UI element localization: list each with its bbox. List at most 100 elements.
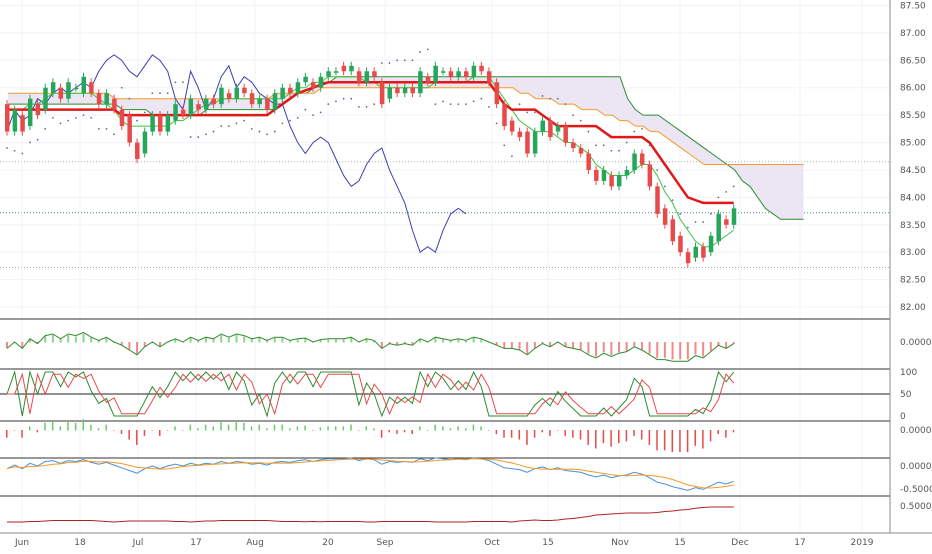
momentum-bar <box>633 430 635 436</box>
y-tick-label: 84.50 <box>900 166 926 176</box>
histogram-bar <box>388 342 391 344</box>
x-tick-label: Sep <box>377 538 394 548</box>
x-tick-label: Jul <box>132 538 144 548</box>
sar-dot <box>732 185 735 188</box>
candle-body <box>693 246 698 258</box>
momentum-bar <box>411 430 413 435</box>
momentum-bar <box>235 421 237 431</box>
sar-dot <box>465 103 467 106</box>
panel-y-tick-label: 0.5000 <box>900 502 932 512</box>
sar-dot <box>572 114 574 117</box>
histogram-bar <box>549 342 552 347</box>
sar-dot <box>411 59 414 62</box>
momentum-bar <box>625 430 628 442</box>
histogram-bar <box>28 339 31 343</box>
histogram-bar <box>235 335 238 343</box>
y-tick-label: 84.00 <box>900 193 926 203</box>
momentum-bar <box>289 428 291 431</box>
sar-dot <box>342 97 345 100</box>
sar-dot <box>618 149 620 152</box>
sar-dot <box>136 119 138 122</box>
candle-body <box>142 131 148 154</box>
sar-dot <box>633 130 636 133</box>
sar-dot <box>296 116 299 119</box>
histogram-bar <box>74 336 77 343</box>
histogram-bar <box>541 342 544 344</box>
sar-dot <box>679 212 682 215</box>
histogram-bar <box>90 337 93 343</box>
histogram-bar <box>686 342 689 360</box>
volatility-line <box>7 506 734 523</box>
cloud-fill <box>8 76 804 220</box>
candle-body <box>35 104 41 116</box>
candle-body <box>43 87 48 110</box>
sar-dot <box>197 136 200 138</box>
candle-body <box>647 164 653 187</box>
stoch-d <box>7 372 735 416</box>
momentum-bar <box>143 430 146 436</box>
histogram-bar <box>403 342 406 344</box>
histogram-bar <box>434 337 437 343</box>
candle-body <box>617 175 622 187</box>
sar-dot <box>36 138 39 141</box>
sar-dot <box>59 122 62 125</box>
sar-dot <box>67 119 70 122</box>
sar-dot <box>480 97 483 100</box>
sar-dot <box>717 196 720 199</box>
histogram-bar <box>465 340 467 343</box>
candle-body <box>288 87 293 94</box>
histogram-bar <box>449 340 452 343</box>
candle-body <box>395 87 400 94</box>
candle-body <box>609 175 614 187</box>
sar-dot <box>388 62 391 64</box>
momentum-bar <box>686 430 689 453</box>
sar-dot <box>564 103 567 106</box>
momentum-bar <box>732 430 735 433</box>
candle-body <box>448 71 454 77</box>
momentum-bar <box>396 430 398 435</box>
candle-body <box>203 98 209 110</box>
momentum-bar <box>725 430 727 438</box>
candle-body <box>5 104 10 132</box>
sar-dot <box>694 221 697 223</box>
momentum-bar <box>541 430 543 433</box>
histogram-bar <box>725 342 728 349</box>
y-tick-label: 85.50 <box>900 111 926 121</box>
candle-body <box>578 148 584 154</box>
histogram-bar <box>533 342 536 349</box>
candle-body <box>425 76 431 83</box>
candle-body <box>333 71 339 73</box>
candle-body <box>379 82 385 105</box>
x-tick-label: 20 <box>322 538 334 548</box>
histogram-bar <box>189 337 192 343</box>
indicator-panels <box>0 318 890 523</box>
sar-dot <box>350 97 353 100</box>
y-tick-label: 86.00 <box>900 84 926 94</box>
histogram-bar <box>640 342 643 350</box>
momentum-bar <box>312 430 314 431</box>
momentum-bar <box>273 424 276 431</box>
candle-body <box>685 252 691 264</box>
panel-y-tick-label: 0.0000 <box>900 462 932 472</box>
histogram-bar <box>342 339 345 343</box>
histogram-bar <box>518 342 521 350</box>
momentum-bar <box>618 430 620 444</box>
candle-body <box>96 93 102 105</box>
candle-body <box>341 65 347 72</box>
histogram-bar <box>679 342 682 360</box>
momentum-bar <box>327 426 329 431</box>
momentum-bar <box>549 430 551 436</box>
sar-dot <box>21 152 24 155</box>
candle-body <box>211 98 217 105</box>
sar-dot <box>319 111 322 114</box>
momentum-bar <box>44 422 46 431</box>
histogram-bar <box>289 340 292 343</box>
histogram-bar <box>472 337 475 343</box>
candle-body <box>678 235 683 253</box>
momentum-bar <box>487 430 490 431</box>
momentum-bar <box>702 430 704 449</box>
sar-dot <box>495 122 498 125</box>
histogram-bar <box>564 342 567 347</box>
candle-body <box>349 65 354 72</box>
